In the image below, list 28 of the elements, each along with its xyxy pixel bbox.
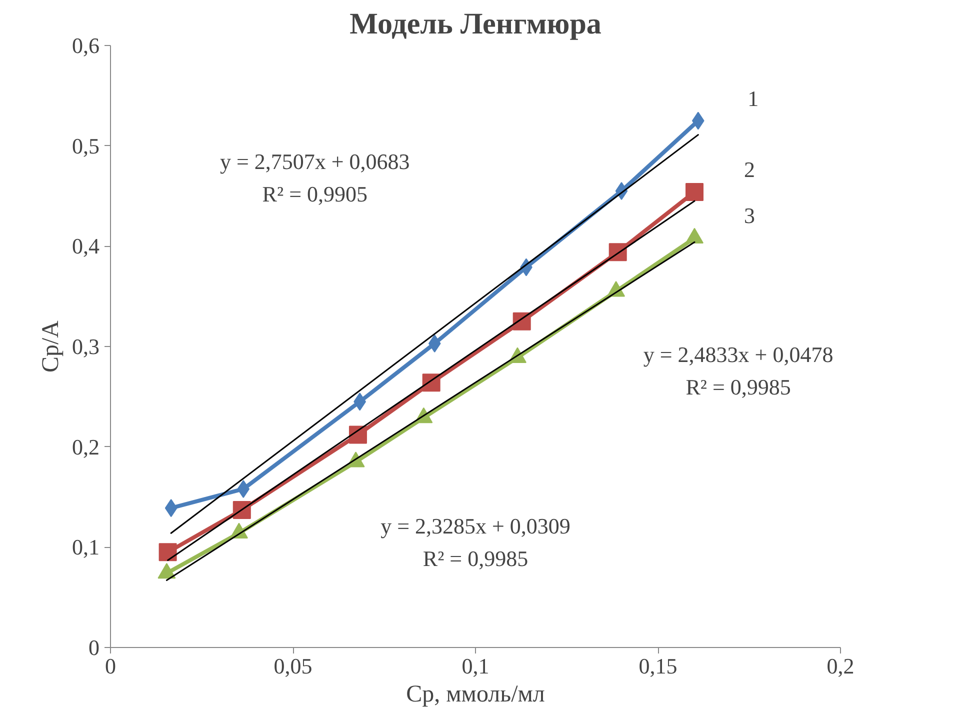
x-tick-label: 0,05 xyxy=(274,654,312,678)
annotation: y = 2,3285x + 0,0309 R² = 0,9985 xyxy=(380,513,570,571)
y-tick-label: 0,1 xyxy=(72,534,100,560)
y-tick-label: 0,5 xyxy=(72,133,100,158)
y-tick-label: 0,4 xyxy=(72,234,100,259)
y-tick-label: 0,2 xyxy=(72,434,100,460)
series-label: 3 xyxy=(744,203,755,228)
point xyxy=(158,543,177,562)
point xyxy=(428,334,441,352)
point xyxy=(692,112,704,130)
x-tick-label: 0,15 xyxy=(638,654,678,678)
text: 1 xyxy=(748,86,759,111)
y-tick-label: 0 xyxy=(88,635,100,660)
chart-title: Модель Ленгмюра xyxy=(350,8,602,40)
x-axis-title: Ср, ммоль/мл xyxy=(406,682,545,708)
point xyxy=(237,480,250,498)
point xyxy=(348,426,367,444)
annotation: y = 2,4833x + 0,0478 R² = 0,9985 xyxy=(643,342,834,400)
y-tick-label: 0,6 xyxy=(72,33,100,58)
point xyxy=(164,499,178,518)
x-tick-label: 0,2 xyxy=(826,654,854,678)
y-tick-label: 0,3 xyxy=(72,334,100,359)
x-tick-label: 0 xyxy=(105,654,116,678)
annotation: y = 2,7507x + 0,0683 R² = 0,9905 xyxy=(220,149,410,207)
x-tick-label: 0,1 xyxy=(462,654,490,678)
point xyxy=(686,182,704,201)
series-label: 2 xyxy=(744,156,755,182)
y-axis-title: Ср/А xyxy=(38,320,64,373)
